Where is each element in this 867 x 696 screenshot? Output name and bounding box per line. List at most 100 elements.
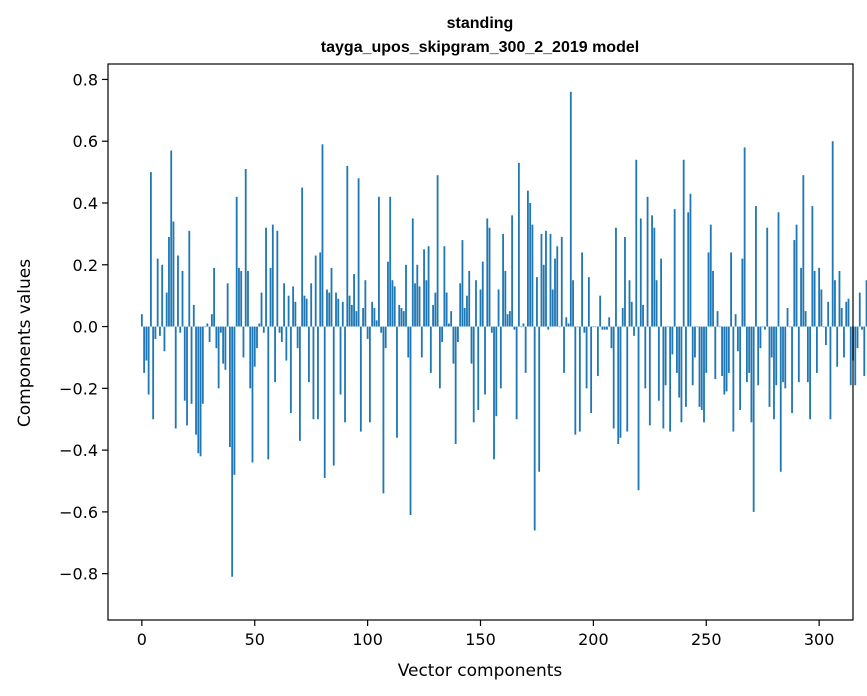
bar: [680, 326, 683, 423]
bar: [326, 289, 328, 327]
bar: [594, 326, 597, 328]
bar: [838, 270, 841, 327]
bar: [486, 218, 489, 327]
y-tick-label: 0.2: [73, 256, 98, 275]
bar: [452, 326, 455, 364]
bar: [694, 326, 696, 358]
bar: [578, 326, 581, 432]
bar: [445, 292, 448, 327]
bar: [152, 326, 155, 420]
bar: [285, 326, 288, 361]
bar: [287, 295, 290, 327]
bar: [493, 326, 495, 460]
bar: [581, 252, 583, 327]
bar: [556, 246, 559, 327]
bar: [235, 196, 238, 327]
bar: [319, 252, 322, 327]
bar: [472, 326, 475, 423]
bar: [143, 326, 146, 373]
bar: [429, 326, 432, 373]
bar: [436, 175, 439, 327]
bar: [721, 326, 723, 376]
bar: [296, 326, 299, 349]
bar: [648, 326, 651, 426]
bar: [666, 326, 669, 328]
bar: [504, 270, 507, 327]
bar: [222, 326, 225, 364]
bar: [366, 326, 369, 339]
bar: [741, 258, 744, 327]
bar: [515, 326, 518, 420]
bar: [603, 326, 606, 330]
bar: [664, 326, 667, 386]
bar: [831, 141, 834, 327]
bar: [229, 326, 231, 448]
bar: [186, 326, 188, 426]
bar: [779, 326, 782, 472]
bar: [470, 326, 473, 364]
bar: [206, 323, 209, 327]
bar: [698, 326, 701, 407]
bar: [540, 233, 543, 327]
bar: [536, 277, 538, 327]
bar: [822, 326, 825, 328]
bar: [845, 301, 848, 327]
bar: [685, 326, 687, 407]
bar: [283, 283, 285, 327]
bar: [802, 175, 805, 327]
bar: [635, 159, 638, 327]
bar: [689, 193, 692, 327]
bar: [829, 326, 832, 420]
bar: [596, 326, 599, 376]
bar: [691, 326, 694, 386]
bar: [707, 252, 710, 327]
bar: [289, 326, 292, 414]
bar: [484, 326, 486, 395]
bar: [617, 326, 620, 444]
x-tick-label: 50: [245, 630, 265, 649]
bar: [475, 280, 477, 327]
bar: [159, 326, 161, 336]
bar: [195, 326, 197, 435]
bar: [481, 261, 484, 327]
bar: [411, 218, 414, 327]
bar: [177, 255, 179, 327]
bar: [314, 255, 317, 327]
bar: [226, 283, 229, 327]
bar: [495, 326, 498, 417]
bar: [608, 317, 611, 327]
bar: [321, 144, 324, 327]
bar: [565, 317, 568, 327]
bar: [371, 301, 374, 327]
bar: [612, 326, 615, 429]
bar: [208, 326, 211, 342]
bar: [425, 280, 428, 327]
y-tick-label: −0.2: [59, 379, 98, 398]
bar: [849, 326, 852, 386]
bar: [188, 230, 191, 327]
bar: [825, 326, 827, 346]
bar: [712, 270, 714, 327]
bar: [811, 206, 814, 327]
y-tick-label: −0.4: [59, 441, 98, 460]
bar: [337, 298, 340, 327]
bar: [858, 292, 861, 327]
bar: [348, 295, 351, 327]
bar: [210, 314, 213, 327]
bar: [520, 326, 523, 328]
bar: [628, 280, 631, 327]
bar: [644, 326, 647, 389]
bar: [513, 326, 516, 330]
bar: [499, 326, 502, 389]
bar: [800, 267, 802, 327]
bar: [750, 326, 753, 423]
bar: [362, 308, 365, 327]
bar: [375, 320, 378, 327]
bar: [768, 326, 771, 407]
bar: [497, 289, 500, 327]
bar: [269, 267, 272, 327]
bar: [393, 286, 396, 327]
bar: [527, 190, 529, 327]
bar: [820, 289, 823, 327]
bar: [414, 283, 416, 327]
